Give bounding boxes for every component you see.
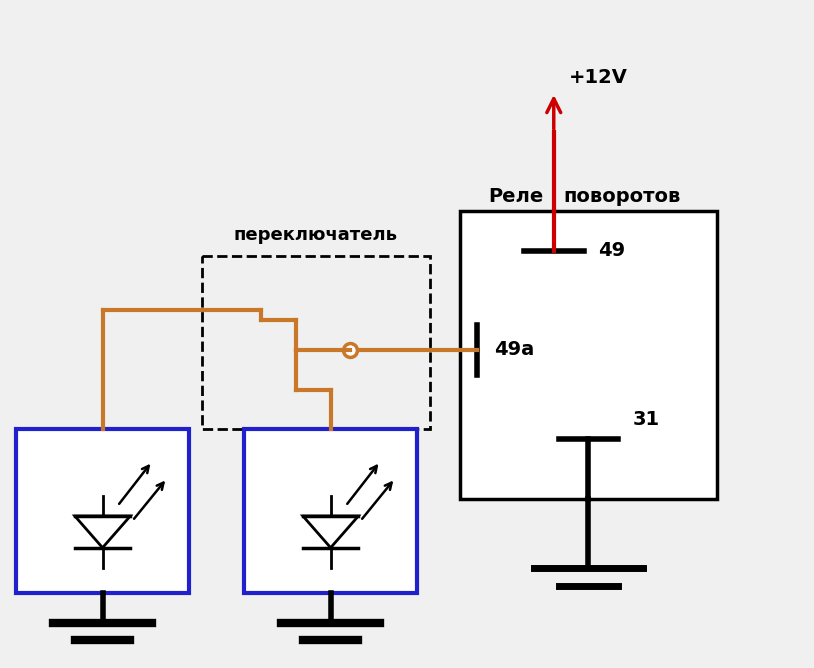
Bar	[244, 430, 418, 593]
Text: +12V: +12V	[569, 67, 628, 87]
Bar	[202, 256, 430, 430]
Text: Реле: Реле	[488, 186, 544, 206]
Text: поворотов: поворотов	[563, 186, 681, 206]
Text: 49а: 49а	[494, 341, 535, 359]
Bar	[460, 211, 717, 498]
Text: 49: 49	[598, 241, 625, 261]
Bar	[15, 430, 190, 593]
Text: переключатель: переключатель	[234, 226, 398, 244]
Text: 31: 31	[633, 409, 660, 429]
